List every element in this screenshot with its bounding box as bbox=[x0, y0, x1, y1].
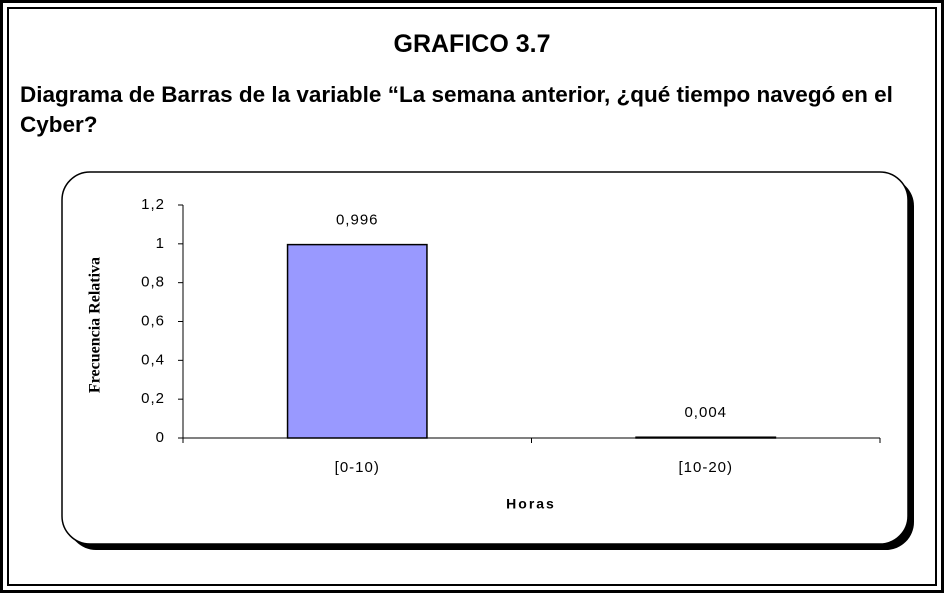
bar bbox=[286, 243, 428, 439]
y-tick-label: 1,2 bbox=[141, 196, 165, 213]
inner-frame bbox=[7, 7, 937, 586]
y-tick-label: 1 bbox=[156, 235, 165, 252]
bar bbox=[635, 436, 777, 439]
y-tick-label: 0 bbox=[156, 429, 165, 446]
chart-subtitle: Diagrama de Barras de la variable “La se… bbox=[20, 82, 893, 137]
plot-box bbox=[61, 171, 909, 545]
x-tick-label: [0-10) bbox=[335, 459, 380, 476]
value-label: 0,996 bbox=[336, 212, 379, 229]
y-tick-label: 0,2 bbox=[141, 390, 165, 407]
value-label: 0,004 bbox=[684, 404, 727, 421]
x-axis-label: Horas bbox=[506, 496, 556, 512]
y-axis-label: Frecuencia Relativa bbox=[87, 257, 104, 393]
chart-title: GRAFICO 3.7 bbox=[393, 30, 551, 58]
x-tick-label: [10-20) bbox=[678, 459, 733, 476]
y-tick-label: 0,6 bbox=[141, 312, 165, 329]
y-tick-label: 0,8 bbox=[141, 274, 165, 291]
y-tick-label: 0,4 bbox=[141, 351, 165, 368]
